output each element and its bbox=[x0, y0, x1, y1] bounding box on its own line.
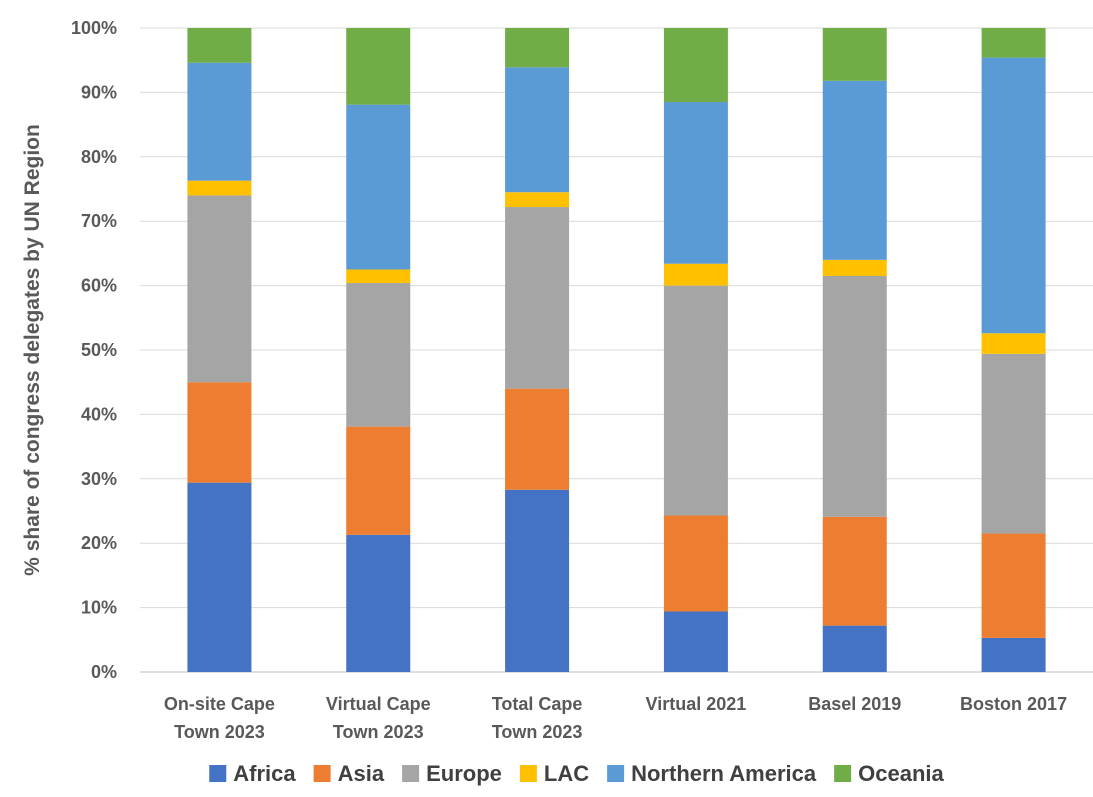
legend-item: Africa bbox=[209, 761, 296, 786]
bar-segment-africa bbox=[981, 637, 1046, 672]
x-tick-label: Virtual Cape Town 2023 bbox=[326, 694, 431, 742]
y-tick-label: 10% bbox=[81, 598, 117, 618]
x-tick-label: Boston 2017 bbox=[960, 694, 1067, 714]
legend-item: Europe bbox=[402, 761, 502, 786]
legend-item: Oceania bbox=[834, 761, 945, 786]
y-tick-label: 80% bbox=[81, 147, 117, 167]
y-tick-label: 100% bbox=[71, 18, 117, 38]
bar-segment-oceania bbox=[505, 28, 570, 68]
legend-swatch bbox=[607, 765, 625, 782]
legend-item: Asia bbox=[313, 761, 385, 786]
legend-swatch bbox=[519, 765, 537, 782]
x-tick-label: Basel 2019 bbox=[808, 694, 901, 714]
bar-segment-northern-america bbox=[663, 102, 728, 264]
bar-segment-europe bbox=[346, 283, 411, 427]
bar-segment-africa bbox=[505, 489, 570, 672]
bar-segment-oceania bbox=[663, 28, 728, 103]
bar-segment-northern-america bbox=[981, 57, 1046, 334]
bar-segment-europe bbox=[981, 353, 1046, 534]
legend-label: LAC bbox=[544, 761, 589, 786]
bar-segment-europe bbox=[187, 195, 252, 383]
y-tick-label: 50% bbox=[81, 340, 117, 360]
bar-segment-lac bbox=[822, 259, 887, 276]
x-tick-label: On-site Cape Town 2023 bbox=[164, 694, 275, 742]
bar-segment-oceania bbox=[346, 28, 411, 105]
bar-segment-lac bbox=[346, 269, 411, 284]
y-tick-label: 90% bbox=[81, 82, 117, 102]
bar-segment-oceania bbox=[187, 28, 252, 63]
legend-swatch bbox=[834, 765, 852, 782]
bar-segment-europe bbox=[663, 285, 728, 516]
bar-segment-lac bbox=[981, 333, 1046, 354]
legend-swatch bbox=[313, 765, 331, 782]
y-tick-label: 30% bbox=[81, 469, 117, 489]
bar-segment-europe bbox=[505, 207, 570, 389]
bar-segment-asia bbox=[505, 388, 570, 490]
legend-label: Europe bbox=[426, 761, 502, 786]
bar-segment-africa bbox=[346, 534, 411, 672]
y-tick-label: 70% bbox=[81, 211, 117, 231]
legend-label: Asia bbox=[338, 761, 385, 786]
legend-label: Oceania bbox=[858, 761, 944, 786]
bar-segment-asia bbox=[981, 533, 1046, 638]
bar-segment-europe bbox=[822, 275, 887, 517]
bar-segment-asia bbox=[346, 426, 411, 535]
legend-item: Northern America bbox=[607, 761, 817, 786]
bar-segment-africa bbox=[822, 625, 887, 672]
x-tick-label: Virtual 2021 bbox=[646, 694, 747, 714]
bar-segment-lac bbox=[187, 180, 252, 196]
y-tick-label: 60% bbox=[81, 276, 117, 296]
legend-swatch bbox=[402, 765, 420, 782]
bar-segment-oceania bbox=[822, 28, 887, 81]
bar-segment-africa bbox=[663, 611, 728, 672]
legend: Africa Asia Europe LAC Northern America Ocean… bbox=[209, 761, 945, 786]
y-tick-label: 40% bbox=[81, 404, 117, 424]
bar-segment-oceania bbox=[981, 28, 1046, 58]
bar-segment-asia bbox=[187, 382, 252, 483]
bar-segment-northern-america bbox=[505, 67, 570, 193]
y-axis-title: % share of congress delegates by UN Regi… bbox=[21, 124, 44, 576]
y-tick-label: 20% bbox=[81, 533, 117, 553]
bar-segment-northern-america bbox=[822, 80, 887, 260]
bar-segment-northern-america bbox=[187, 62, 252, 181]
legend-swatch bbox=[209, 765, 227, 782]
x-tick-label: Total Cape Town 2023 bbox=[492, 694, 583, 742]
y-tick-label: 0% bbox=[91, 662, 117, 682]
bar-segment-africa bbox=[187, 482, 252, 672]
bar-segment-asia bbox=[663, 515, 728, 612]
legend-label: Africa bbox=[233, 761, 296, 786]
legend-item: LAC bbox=[519, 761, 589, 786]
bar-segment-asia bbox=[822, 516, 887, 626]
legend-label: Northern America bbox=[631, 761, 817, 786]
bar-segment-northern-america bbox=[346, 104, 411, 270]
bar-segment-lac bbox=[505, 192, 570, 208]
bar-segment-lac bbox=[663, 263, 728, 286]
